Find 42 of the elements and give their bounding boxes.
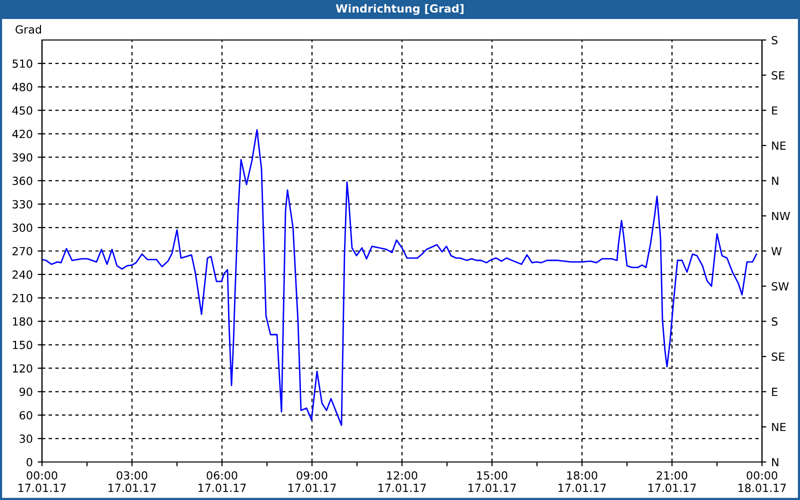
text: NW — [772, 212, 790, 220]
text: S — [772, 36, 778, 44]
y-tick-label: 480 — [12, 82, 32, 92]
x-tick-label: 18:00 17.01.17 — [558, 471, 606, 492]
x-tick-label: 03:00 17.01.17 — [108, 471, 156, 492]
y-tick-label: 270 — [12, 246, 32, 256]
text: NE — [772, 422, 786, 432]
chart-title: Windrichtung [Grad] — [336, 4, 464, 15]
y-tick-label: 90 — [20, 388, 32, 396]
x-tick-label: 06:00 17.01.17 — [198, 471, 246, 492]
text: N — [772, 458, 778, 466]
y-tick-label: 510 — [12, 59, 32, 68]
y-tick-label: 420 — [12, 130, 32, 138]
text: SW — [772, 282, 789, 291]
x-tick-label: 00:00 17.01.17 — [18, 471, 66, 492]
text: E — [772, 388, 778, 396]
y-tick-label: 390 — [12, 153, 32, 162]
y-tick-label: 360 — [12, 176, 32, 186]
x-tick-label: 12:00 17.01.17 — [378, 471, 426, 492]
y-axis-title: Grad — [16, 25, 41, 34]
x-tick-label: 15:00 17.01.17 — [468, 471, 516, 492]
text: S — [772, 317, 778, 326]
y-tick-label: 30 — [20, 434, 32, 443]
text: E — [772, 106, 778, 115]
y-tick-label: 60 — [20, 411, 32, 420]
y-tick-label: 0 — [26, 458, 32, 466]
y-tick-label: 330 — [12, 200, 32, 208]
text: W — [771, 247, 782, 256]
text: N — [772, 176, 778, 185]
x-tick-label: 09:00 17.01.17 — [288, 471, 336, 492]
y-tick-label: 300 — [12, 224, 32, 232]
text: SE — [772, 71, 784, 80]
text: NE — [772, 142, 786, 150]
y-tick-label: 180 — [12, 317, 32, 326]
y-tick-label: 150 — [12, 340, 32, 350]
y-tick-label: 450 — [12, 106, 32, 115]
y-tick-label: 240 — [12, 270, 32, 279]
x-tick-label: 00:00 18.01.17 — [738, 471, 786, 492]
y-tick-label: 210 — [12, 294, 32, 302]
x-tick-label: 21:00 17.01.17 — [648, 471, 696, 492]
y-tick-label: 120 — [12, 364, 32, 373]
text: SE — [772, 352, 784, 361]
